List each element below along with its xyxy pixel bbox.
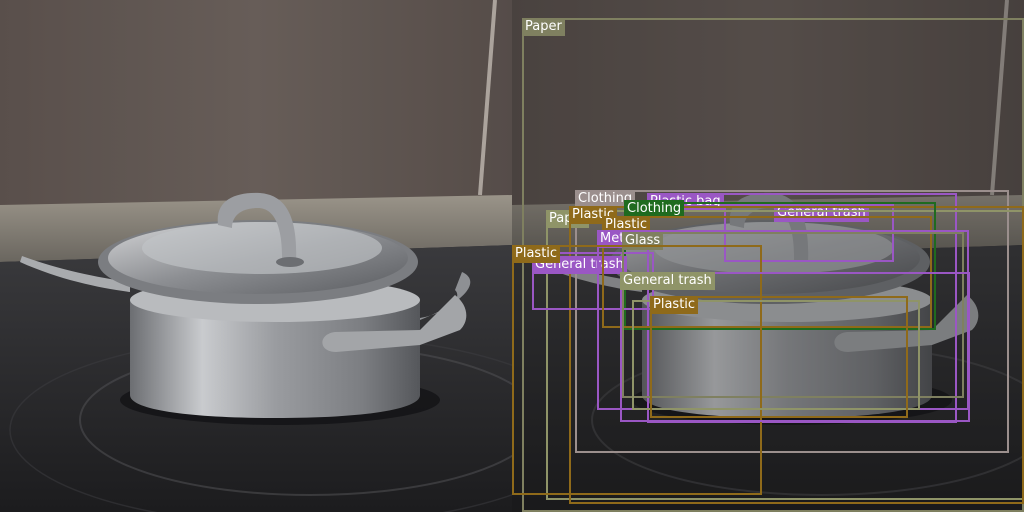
det-box-14 — [650, 296, 908, 418]
annotated-photo — [512, 0, 1024, 512]
detection-layer: Paper Clothing Plastic bag General trash… — [512, 0, 1024, 512]
det-box-5 — [569, 206, 1024, 504]
det-label-8: Plastic — [602, 216, 651, 234]
det-label-12: General trash — [620, 272, 715, 290]
det-box-13 — [632, 300, 920, 410]
det-box-12 — [620, 272, 970, 422]
det-label-6: Clothing — [624, 200, 685, 218]
det-box-11 — [512, 245, 762, 495]
det-box-10 — [622, 232, 964, 398]
det-label-1: Clothing — [575, 190, 636, 208]
pot-scene — [0, 0, 512, 512]
det-label-0: Paper — [522, 18, 565, 36]
det-label-11: Plastic — [512, 245, 561, 263]
det-box-1 — [575, 190, 1009, 453]
det-label-14: Plastic — [650, 296, 699, 314]
original-photo — [0, 0, 512, 512]
